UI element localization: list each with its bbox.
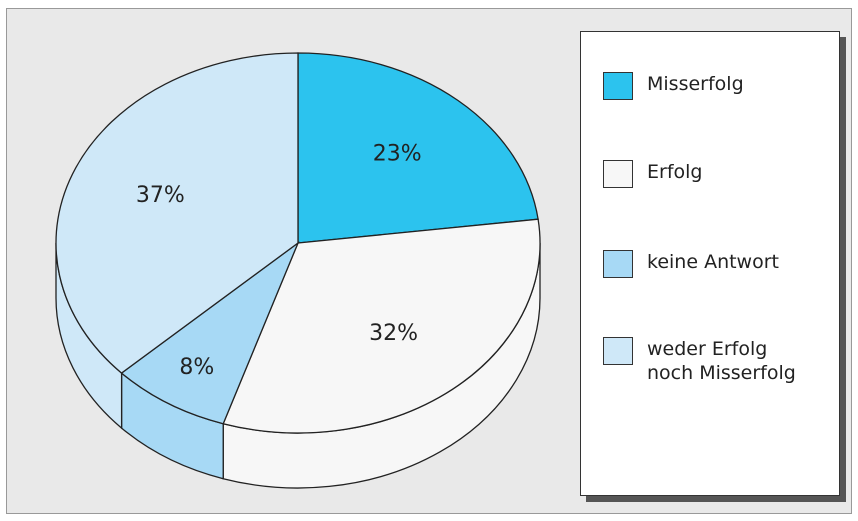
legend-swatch bbox=[603, 337, 633, 365]
data-label: 37% bbox=[136, 183, 185, 208]
legend-label: Erfolg bbox=[647, 161, 703, 183]
pie-slice bbox=[297, 52, 539, 244]
legend-swatch bbox=[603, 160, 633, 188]
slice-top bbox=[297, 52, 539, 244]
legend-item: Erfolg bbox=[603, 160, 817, 188]
legend-item: weder Erfolg noch Misserfolg bbox=[603, 337, 817, 385]
slice-top bbox=[222, 218, 541, 434]
data-label: 32% bbox=[369, 321, 418, 346]
data-label: 8% bbox=[179, 355, 214, 380]
legend-label: weder Erfolg noch Misserfolg bbox=[647, 338, 796, 384]
data-label: 23% bbox=[373, 142, 422, 167]
legend-label: Misserfolg bbox=[647, 73, 744, 95]
slice-top bbox=[55, 52, 299, 374]
legend: Misserfolg Erfolg keine Antwort weder Erfol… bbox=[580, 31, 840, 496]
pie-slice bbox=[55, 52, 299, 430]
legend-swatch bbox=[603, 250, 633, 278]
legend-swatch bbox=[603, 72, 633, 100]
legend-item: Misserfolg bbox=[603, 72, 817, 100]
pie-slice bbox=[222, 218, 541, 489]
legend-item: keine Antwort bbox=[603, 250, 817, 278]
slice-top bbox=[120, 241, 300, 425]
legend-label: keine Antwort bbox=[647, 251, 779, 273]
